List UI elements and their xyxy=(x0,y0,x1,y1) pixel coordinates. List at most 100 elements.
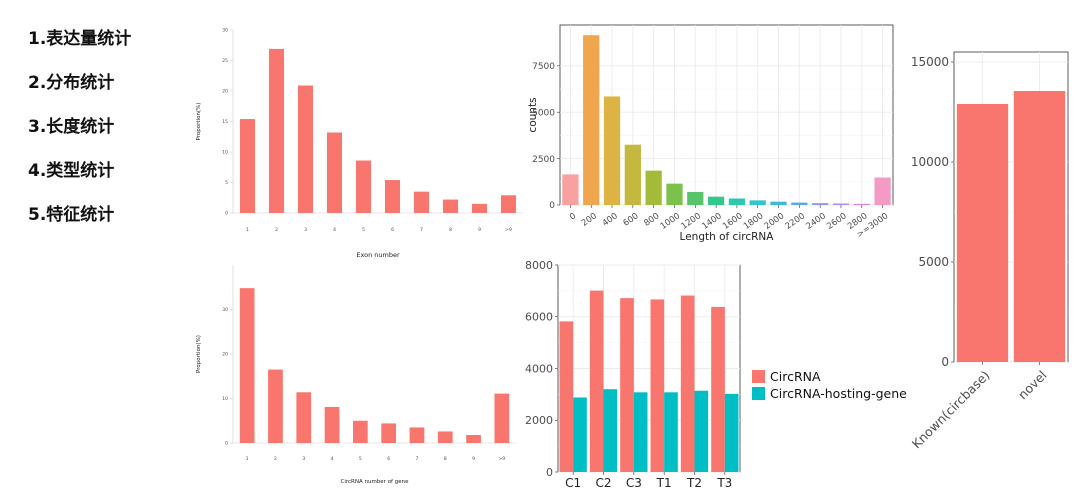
samples-bar-circrna-hosting-gene-C1 xyxy=(573,397,587,472)
known-bar-0 xyxy=(956,104,1009,362)
exon-bar-2 xyxy=(297,85,314,213)
menu-item-type[interactable]: 4.类型统计 xyxy=(28,161,115,181)
length-x-tick-label: 2000 xyxy=(763,211,786,232)
samples-bar-circrna-C3 xyxy=(620,298,634,472)
exon-x-tick-label: 1 xyxy=(246,227,249,233)
samples-legend-swatch xyxy=(752,370,765,383)
samples-bar-circrna-T1 xyxy=(650,299,665,472)
length-bar-1 xyxy=(583,35,600,206)
exon-x-tick-label: 4 xyxy=(333,227,336,233)
samples-bar-circrna-T3 xyxy=(711,306,725,472)
length-x-tick-label: 1400 xyxy=(700,211,723,232)
gene-bar-8 xyxy=(466,434,481,443)
exon-x-tick-label: 2 xyxy=(275,227,278,233)
exon-chart: 0 5 10 15 20 25 30 1 2 3 4 5 6 7 8 9 >9 Exon number Propor… xyxy=(196,28,523,259)
samples-bar-circrna-hosting-gene-C3 xyxy=(633,392,648,472)
exon-y-tick-label: 20 xyxy=(222,89,228,95)
gene-bar-6 xyxy=(409,427,425,443)
gene-y-tick-label: 0 xyxy=(225,441,228,447)
exon-x-tick-label: 7 xyxy=(420,227,423,233)
length-x-tick-label: 2200 xyxy=(784,211,807,232)
length-y-axis-title: counts xyxy=(527,97,539,132)
length-x-tick-label: 1800 xyxy=(742,211,765,232)
length-bar-6 xyxy=(687,192,704,205)
known-chart: 0 5000 10000 15000 Known(circbase) novel xyxy=(909,51,1069,452)
exon-bar-6 xyxy=(413,191,430,213)
exon-y-tick-label: 10 xyxy=(222,150,228,156)
length-x-axis-title: Length of circRNA xyxy=(680,231,775,243)
exon-bar-7 xyxy=(442,199,459,213)
gene-chart: 0 10 20 30 1 2 3 4 5 6 7 8 9 >9 CircRNA number of gene… xyxy=(196,265,516,485)
length-x-tick-label: 400 xyxy=(601,211,620,229)
menu-item-distribution[interactable]: 2.分布统计 xyxy=(28,73,115,93)
length-bar-14 xyxy=(853,203,870,205)
gene-y-axis-title: Proportion(%) xyxy=(196,335,202,373)
gene-y-tick-label: 30 xyxy=(222,307,228,313)
known-x-tick-label: novel xyxy=(1015,368,1050,403)
length-x-tick-label: 1000 xyxy=(659,211,682,232)
menu-item-length[interactable]: 3.长度统计 xyxy=(28,117,115,137)
length-bar-11 xyxy=(791,202,808,205)
exon-x-tick-label: 8 xyxy=(449,227,452,233)
gene-bar-2 xyxy=(296,392,312,443)
length-x-tick-label: 1200 xyxy=(680,211,703,232)
known-y-tick-label: 5000 xyxy=(918,255,949,269)
length-x-tick-label: 2600 xyxy=(825,211,848,232)
gene-x-tick-label: >9 xyxy=(499,456,506,462)
gene-y-tick-label: 20 xyxy=(222,352,228,358)
exon-x-tick-label: 5 xyxy=(362,227,365,233)
samples-x-tick-label: T3 xyxy=(716,476,732,490)
gene-x-tick-label: 9 xyxy=(472,456,475,462)
samples-bar-circrna-hosting-gene-T3 xyxy=(724,393,739,472)
exon-x-tick-label: 9 xyxy=(478,227,481,233)
gene-bar-5 xyxy=(381,423,397,443)
exon-x-tick-label: >9 xyxy=(505,227,512,233)
menu-item-expression[interactable]: 1.表达量统计 xyxy=(28,29,132,49)
exon-bar-4 xyxy=(355,160,372,213)
length-x-tick-label: 800 xyxy=(642,211,661,229)
samples-chart: 0 2000 4000 6000 8000 C1 C2 C3 T1 T2 T3 CircRNA Circ… xyxy=(525,259,907,490)
length-bar-2 xyxy=(603,96,621,205)
length-bar-12 xyxy=(812,203,829,205)
gene-x-axis-title: CircRNA number of gene xyxy=(341,479,410,485)
length-bar-0 xyxy=(562,174,579,205)
known-y-tick-label: 15000 xyxy=(911,55,949,69)
exon-y-tick-label: 30 xyxy=(222,28,228,34)
gene-bar-0 xyxy=(239,288,255,443)
section-menu: 1.表达量统计 2.分布统计 3.长度统计 4.类型统计 5.特征统计 xyxy=(28,22,131,242)
samples-y-tick-label: 6000 xyxy=(525,311,553,324)
samples-legend-label: CircRNA-hosting-gene xyxy=(770,386,907,401)
exon-y-tick-label: 15 xyxy=(222,119,228,125)
known-x-tick-label: Known(circbase) xyxy=(909,368,993,452)
length-bar-4 xyxy=(645,170,662,205)
length-x-tick-label: 2400 xyxy=(804,211,827,232)
gene-bar-9 xyxy=(494,393,510,443)
exon-bar-9 xyxy=(500,195,517,213)
gene-x-tick-label: 3 xyxy=(302,456,305,462)
samples-x-tick-label: C2 xyxy=(595,476,611,490)
gene-x-tick-label: 4 xyxy=(331,456,334,462)
length-y-tick-label: 2500 xyxy=(532,155,555,165)
exon-bar-1 xyxy=(268,48,285,213)
length-bar-8 xyxy=(728,198,746,205)
length-x-tick-label: 200 xyxy=(580,211,599,229)
samples-y-tick-label: 2000 xyxy=(525,414,553,427)
exon-y-tick-label: 5 xyxy=(225,180,228,186)
menu-item-feature[interactable]: 5.特征统计 xyxy=(28,205,115,225)
length-bar-5 xyxy=(666,183,683,205)
samples-legend-label: CircRNA xyxy=(770,369,821,384)
exon-bar-0 xyxy=(239,119,256,213)
samples-bar-circrna-T2 xyxy=(680,295,695,472)
gene-x-tick-label: 6 xyxy=(387,456,390,462)
length-x-tick-label: 600 xyxy=(622,211,641,229)
exon-y-tick-label: 25 xyxy=(222,58,228,64)
length-y-tick-label: 7500 xyxy=(532,62,555,72)
exon-y-axis-title: Proportion(%) xyxy=(196,103,202,141)
samples-bar-circrna-hosting-gene-C2 xyxy=(603,389,618,472)
gene-bar-4 xyxy=(352,420,368,443)
gene-bar-7 xyxy=(437,431,453,443)
length-bar-10 xyxy=(770,201,787,205)
samples-x-tick-label: C3 xyxy=(626,476,642,490)
